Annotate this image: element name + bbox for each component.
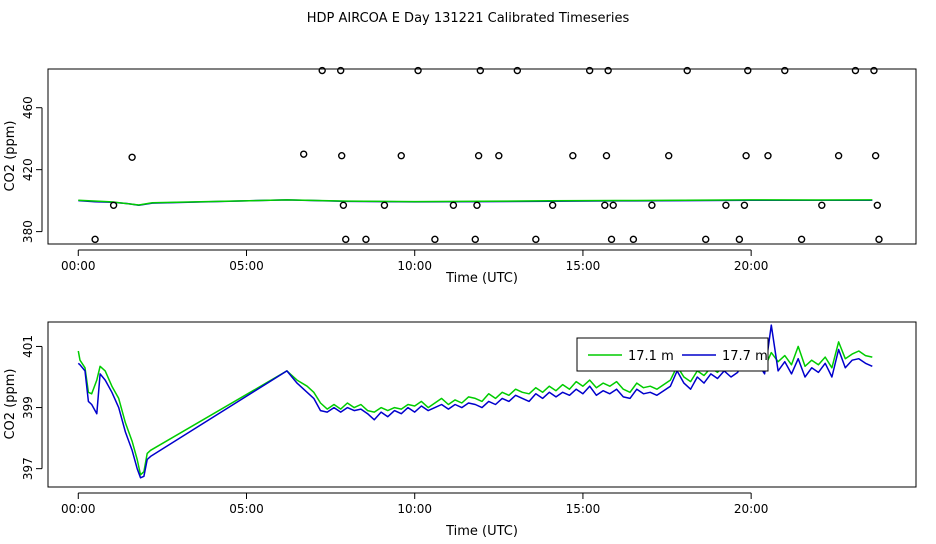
data-point bbox=[299, 150, 308, 158]
data-point bbox=[871, 152, 880, 160]
data-point bbox=[569, 152, 577, 160]
data-point bbox=[742, 152, 750, 160]
y-tick-label: 397 bbox=[21, 457, 35, 480]
legend: 17.1 m 17.7 m bbox=[576, 337, 769, 372]
data-point bbox=[604, 66, 612, 75]
y-tick-label: 460 bbox=[21, 96, 35, 119]
data-point bbox=[338, 152, 346, 160]
y-tick-label: 420 bbox=[21, 158, 35, 181]
data-point bbox=[702, 235, 710, 244]
data-point bbox=[609, 201, 617, 209]
panel-1-plot-frame bbox=[47, 68, 917, 245]
data-point bbox=[532, 235, 540, 244]
data-point bbox=[109, 201, 118, 209]
y-tick-label: 380 bbox=[21, 220, 35, 243]
legend-label-17-7-m: 17.7 m bbox=[722, 349, 768, 364]
data-point bbox=[601, 201, 609, 209]
x-tick-label: 00:00 bbox=[61, 502, 96, 516]
panel-1-x-axis: 00:00 05:00 10:00 15:00 20:00 bbox=[61, 249, 769, 273]
data-point bbox=[474, 152, 483, 160]
data-point bbox=[818, 201, 826, 209]
panel-2-x-axis-label: Time (UTC) bbox=[445, 524, 518, 539]
panel-1-y-axis: 380 420 460 bbox=[21, 96, 43, 243]
x-tick-label: 20:00 bbox=[734, 259, 769, 273]
y-tick-label: 399 bbox=[21, 396, 35, 419]
data-point bbox=[513, 66, 522, 75]
panel-2: 00:00 05:00 10:00 15:00 20:00 397 399 401 Time… bbox=[3, 321, 917, 539]
data-point bbox=[548, 201, 557, 209]
panel-2-plot-frame bbox=[47, 321, 917, 488]
data-point bbox=[431, 235, 439, 244]
data-point bbox=[735, 235, 744, 244]
data-point bbox=[91, 235, 99, 244]
data-point bbox=[744, 66, 752, 75]
x-tick-label: 10:00 bbox=[397, 259, 432, 273]
figure-title: HDP AIRCOA E Day 131221 Calibrated Times… bbox=[307, 11, 630, 26]
panel-2-y-axis-label: CO2 (ppm) bbox=[3, 368, 18, 439]
data-point bbox=[781, 66, 789, 75]
data-point bbox=[471, 235, 479, 244]
data-point bbox=[342, 235, 350, 244]
legend-label-17-1-m: 17.1 m bbox=[628, 349, 674, 364]
x-tick-label: 15:00 bbox=[566, 502, 601, 516]
data-point bbox=[851, 66, 860, 75]
data-point bbox=[683, 66, 691, 75]
data-point bbox=[380, 201, 389, 209]
x-tick-label: 05:00 bbox=[229, 502, 264, 516]
panel-2-y-axis: 397 399 401 bbox=[21, 335, 43, 480]
data-point bbox=[585, 66, 594, 75]
panel-1: 00:00 05:00 10:00 15:00 20:00 380 420 460 Time… bbox=[3, 66, 917, 286]
data-point bbox=[665, 152, 673, 160]
data-point bbox=[873, 201, 882, 209]
data-point bbox=[318, 66, 326, 75]
data-point bbox=[834, 152, 843, 160]
data-point bbox=[722, 201, 730, 209]
data-point bbox=[602, 152, 611, 160]
series-line-1 bbox=[78, 199, 873, 206]
data-point bbox=[362, 235, 370, 244]
data-point bbox=[607, 235, 616, 244]
data-point bbox=[797, 235, 806, 244]
data-point bbox=[339, 201, 348, 209]
data-point bbox=[397, 152, 405, 160]
data-point bbox=[476, 66, 485, 75]
data-point bbox=[629, 235, 638, 244]
data-point bbox=[870, 66, 878, 75]
x-tick-label: 10:00 bbox=[397, 502, 432, 516]
panel-1-x-axis-label: Time (UTC) bbox=[445, 271, 518, 286]
data-point bbox=[495, 152, 503, 160]
y-tick-label: 401 bbox=[21, 335, 35, 358]
panel-1-series bbox=[78, 66, 883, 244]
data-point bbox=[414, 66, 422, 75]
data-point bbox=[336, 66, 345, 75]
x-tick-label: 00:00 bbox=[61, 259, 96, 273]
x-tick-label: 05:00 bbox=[229, 259, 264, 273]
panel-1-y-axis-label: CO2 (ppm) bbox=[3, 120, 18, 191]
data-point bbox=[449, 201, 458, 209]
data-point bbox=[740, 201, 749, 209]
data-point bbox=[648, 201, 656, 209]
data-point bbox=[875, 235, 883, 244]
data-point bbox=[128, 153, 136, 161]
data-point bbox=[764, 152, 772, 160]
data-point bbox=[473, 201, 481, 209]
panel-2-x-axis: 00:00 05:00 10:00 15:00 20:00 bbox=[61, 492, 769, 516]
x-tick-label: 15:00 bbox=[566, 259, 601, 273]
x-tick-label: 20:00 bbox=[734, 502, 769, 516]
